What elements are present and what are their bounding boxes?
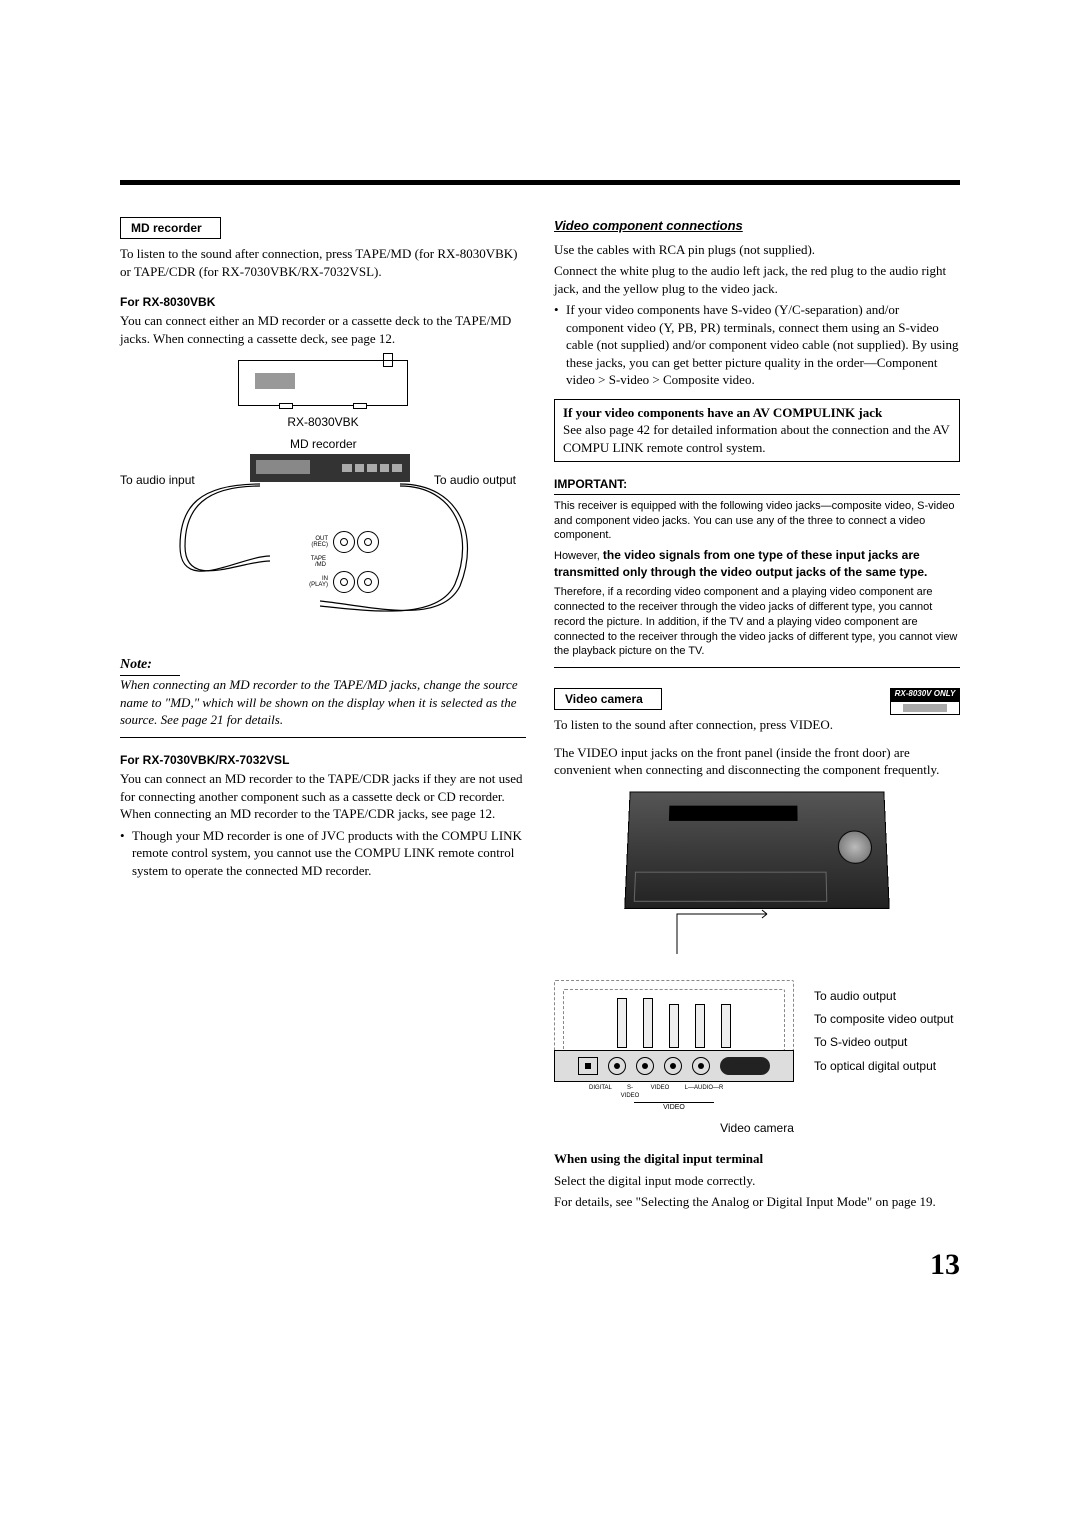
important-label: IMPORTANT: — [554, 476, 960, 495]
vc-p2: The VIDEO input jacks on the front panel… — [554, 744, 960, 779]
page-number: 13 — [120, 1245, 960, 1286]
digital-heading: When using the digital input terminal — [554, 1150, 960, 1168]
optical-jack-icon — [578, 1057, 598, 1075]
video-camera-label: Video camera — [554, 688, 662, 710]
vcc-p2: Connect the white plug to the audio left… — [554, 262, 960, 297]
rx8030-caption: RX-8030VBK — [120, 414, 526, 430]
jack-tape-label: TAPE /MD — [260, 556, 326, 568]
digital-p1: Select the digital input mode correctly. — [554, 1172, 960, 1190]
md-intro: To listen to the sound after connection,… — [120, 245, 526, 280]
to-audio-output-label: To audio output — [434, 472, 516, 488]
front-panel-diagram — [554, 789, 960, 964]
rca-plug-icon — [695, 1004, 705, 1048]
rx7030-heading: For RX-7030VBK/RX-7032VSL — [120, 752, 526, 768]
imp-p2a: However, — [554, 550, 603, 562]
imp-p2b: the video signals from one type of these… — [554, 548, 927, 579]
camera-wiring-diagram: DIGITAL S-VIDEO VIDEO L—AUDIO—R VIDEO To… — [554, 980, 960, 1113]
optical-plug-icon — [617, 998, 627, 1048]
label-video: VIDEO — [649, 1084, 671, 1100]
vc-p1: To listen to the sound after connection,… — [554, 716, 960, 734]
svideo-plug-icon — [643, 998, 653, 1048]
to-svideo: To S-video output — [814, 1034, 953, 1050]
video-jack-icon — [636, 1057, 654, 1075]
compu-heading: If your video components have an AV COMP… — [563, 405, 882, 420]
right-column: Video component connections Use the cabl… — [554, 217, 960, 1215]
divider — [120, 737, 526, 738]
rx8030-diagram: RX-8030VBK — [120, 360, 526, 431]
left-column: MD recorder To listen to the sound after… — [120, 217, 526, 1215]
front-jack-strip — [554, 1050, 794, 1082]
to-optical: To optical digital output — [814, 1058, 953, 1074]
rca-plug-icon — [669, 1004, 679, 1048]
rx7030-body: You can connect an MD recorder to the TA… — [120, 770, 526, 823]
rca-jack-icon — [357, 531, 379, 553]
svideo-jack-icon — [608, 1057, 626, 1075]
imp-p2: However, the video signals from one type… — [554, 547, 960, 581]
camera-to-labels: To audio output To composite video outpu… — [814, 988, 953, 1083]
note-body: When connecting an MD recorder to the TA… — [120, 676, 526, 729]
vcc-p1: Use the cables with RCA pin plugs (not s… — [554, 241, 960, 259]
video-in-label: VIDEO — [634, 1102, 714, 1112]
audio-l-jack-icon — [664, 1057, 682, 1075]
to-audio-out: To audio output — [814, 988, 953, 1004]
md-wiring-diagram: MD recorder To audio input To audio outp… — [120, 436, 526, 646]
label-svideo: S-VIDEO — [619, 1084, 641, 1100]
jack-in-label: IN (PLAY) — [260, 576, 328, 588]
rx7030-bullet: Though your MD recorder is one of JVC pr… — [120, 827, 526, 880]
top-rule — [120, 180, 960, 185]
note-label: Note: — [120, 656, 180, 676]
compu-body: See also page 42 for detailed informatio… — [563, 422, 950, 455]
jack-panel: OUT (REC) TAPE /MD IN (PLAY) — [260, 530, 380, 630]
two-columns: MD recorder To listen to the sound after… — [120, 217, 960, 1215]
rx7030-bullets: Though your MD recorder is one of JVC pr… — [120, 827, 526, 880]
video-camera-caption: Video camera — [554, 1120, 960, 1136]
digital-p2: For details, see "Selecting the Analog o… — [554, 1193, 960, 1211]
rca-plug-icon — [721, 1004, 731, 1048]
strip-labels: DIGITAL S-VIDEO VIDEO L—AUDIO—R — [554, 1084, 794, 1100]
badge-text: RX-8030V ONLY — [890, 688, 960, 701]
receiver-mini-icon — [890, 701, 960, 715]
plugs-row — [572, 998, 776, 1048]
rx8030-only-badge: RX-8030V ONLY — [890, 688, 960, 715]
imp-p1: This receiver is equipped with the follo… — [554, 499, 960, 544]
jack-out-label: OUT (REC) — [260, 536, 328, 548]
receiver-front-icon — [624, 792, 890, 909]
to-composite: To composite video output — [814, 1012, 953, 1026]
rx8030-body: You can connect either an MD recorder or… — [120, 312, 526, 347]
vcc-heading: Video component connections — [554, 217, 960, 235]
md-recorder-icon — [250, 454, 410, 482]
vcc-bullet: If your video components have S-video (Y… — [554, 301, 960, 389]
to-audio-input-label: To audio input — [120, 472, 195, 488]
video-camera-icon — [720, 1057, 770, 1075]
rca-jack-icon — [333, 531, 355, 553]
divider — [554, 667, 960, 668]
label-audio: L—AUDIO—R — [679, 1084, 729, 1100]
label-digital: DIGITAL — [589, 1084, 611, 1100]
compulink-callout: If your video components have an AV COMP… — [554, 399, 960, 462]
md-recorder-label: MD recorder — [120, 217, 221, 239]
md-recorder-caption: MD recorder — [290, 436, 357, 452]
rca-jack-icon — [357, 571, 379, 593]
imp-p3: Therefore, if a recording video componen… — [554, 585, 960, 659]
arrow-icon — [627, 904, 887, 964]
rx8030-heading: For RX-8030VBK — [120, 294, 526, 310]
audio-r-jack-icon — [692, 1057, 710, 1075]
rca-jack-icon — [333, 571, 355, 593]
receiver-box-icon — [238, 360, 408, 406]
vcc-bullets: If your video components have S-video (Y… — [554, 301, 960, 389]
